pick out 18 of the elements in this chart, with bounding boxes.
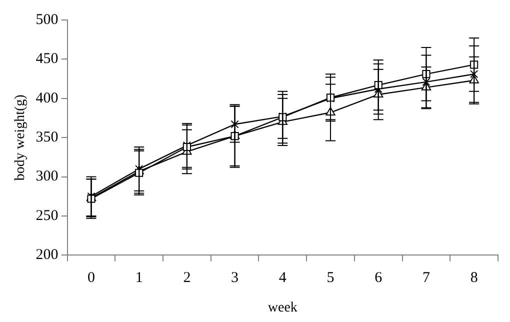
x-tick-label: 8 xyxy=(470,270,478,286)
y-tick-label: 200 xyxy=(36,247,58,264)
y-tick-label: 250 xyxy=(36,208,58,224)
x-tick-label: 4 xyxy=(278,270,287,286)
x-axis-title: week xyxy=(268,300,298,316)
x-tick-label: 0 xyxy=(87,270,95,286)
y-tick-label: 400 xyxy=(36,90,58,106)
y-tick-label: 350 xyxy=(36,130,58,146)
y-tick-label: 500 xyxy=(36,12,58,28)
y-tick-label: 300 xyxy=(36,168,58,185)
x-tick-label: 7 xyxy=(422,270,430,286)
y-tick-label: 450 xyxy=(36,51,58,68)
x-tick-label: 3 xyxy=(231,270,239,286)
x-tick-label: 5 xyxy=(326,270,334,286)
x-tick-label: 2 xyxy=(183,270,191,286)
y-axis-title: body weight(g) xyxy=(13,94,28,181)
x-tick-label: 1 xyxy=(135,270,143,286)
x-tick-label: 6 xyxy=(374,270,383,286)
